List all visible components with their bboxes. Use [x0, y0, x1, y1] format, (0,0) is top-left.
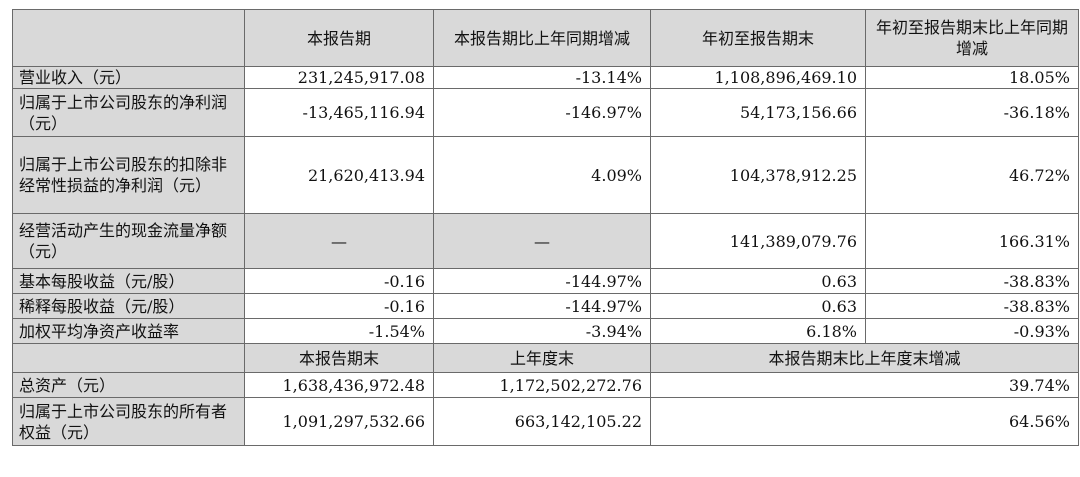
subheader-change: 本报告期末比上年度末增减	[650, 343, 1079, 373]
header-current-period-yoy: 本报告期比上年同期增减	[433, 9, 651, 67]
table-row: 归属于上市公司股东的净利润（元） -13,465,116.94 -146.97%…	[12, 88, 1079, 137]
cell-value: -13,465,116.94	[244, 88, 434, 137]
financial-data-table: 本报告期 本报告期比上年同期增减 年初至报告期末 年初至报告期末比上年同期增减 …	[12, 9, 1079, 446]
subheader-prior-year-end: 上年度末	[433, 343, 651, 373]
cell-value: 4.09%	[433, 136, 651, 214]
cell-value: -36.18%	[865, 88, 1079, 137]
cell-value: 1,172,502,272.76	[433, 372, 651, 398]
cell-value: -13.14%	[433, 66, 651, 89]
cell-value: —	[244, 213, 434, 269]
row-label: 归属于上市公司股东的扣除非经常性损益的净利润（元）	[12, 136, 245, 214]
table-row: 基本每股收益（元/股） -0.16 -144.97% 0.63 -38.83%	[12, 268, 1079, 294]
cell-value: 0.63	[650, 293, 866, 319]
cell-value: 104,378,912.25	[650, 136, 866, 214]
cell-value: 0.63	[650, 268, 866, 294]
cell-value: -0.16	[244, 268, 434, 294]
header-ytd: 年初至报告期末	[650, 9, 866, 67]
row-label: 经营活动产生的现金流量净额（元）	[12, 213, 245, 269]
cell-value: 54,173,156.66	[650, 88, 866, 137]
table-row: 总资产（元） 1,638,436,972.48 1,172,502,272.76…	[12, 372, 1079, 398]
row-label: 加权平均净资产收益率	[12, 318, 245, 344]
table-row: 稀释每股收益（元/股） -0.16 -144.97% 0.63 -38.83%	[12, 293, 1079, 319]
cell-value: -38.83%	[865, 268, 1079, 294]
table-row: 归属于上市公司股东的所有者权益（元） 1,091,297,532.66 663,…	[12, 397, 1079, 446]
cell-value: 231,245,917.08	[244, 66, 434, 89]
table-header-row: 本报告期 本报告期比上年同期增减 年初至报告期末 年初至报告期末比上年同期增减	[12, 9, 1079, 67]
header-current-period: 本报告期	[244, 9, 434, 67]
row-label: 归属于上市公司股东的所有者权益（元）	[12, 397, 245, 446]
cell-value: -3.94%	[433, 318, 651, 344]
subheader-corner-cell	[12, 343, 245, 373]
cell-value: 1,091,297,532.66	[244, 397, 434, 446]
cell-value: —	[433, 213, 651, 269]
cell-value: 166.31%	[865, 213, 1079, 269]
cell-value: -0.93%	[865, 318, 1079, 344]
cell-value: 141,389,079.76	[650, 213, 866, 269]
table-row: 营业收入（元） 231,245,917.08 -13.14% 1,108,896…	[12, 66, 1079, 89]
row-label: 稀释每股收益（元/股）	[12, 293, 245, 319]
cell-value: -38.83%	[865, 293, 1079, 319]
cell-value: 46.72%	[865, 136, 1079, 214]
table-row: 归属于上市公司股东的扣除非经常性损益的净利润（元） 21,620,413.94 …	[12, 136, 1079, 214]
cell-value: 64.56%	[650, 397, 1079, 446]
row-label: 基本每股收益（元/股）	[12, 268, 245, 294]
cell-value: 18.05%	[865, 66, 1079, 89]
cell-value: -146.97%	[433, 88, 651, 137]
subheader-period-end: 本报告期末	[244, 343, 434, 373]
cell-value: 1,638,436,972.48	[244, 372, 434, 398]
table-row: 经营活动产生的现金流量净额（元） — — 141,389,079.76 166.…	[12, 213, 1079, 269]
cell-value: 663,142,105.22	[433, 397, 651, 446]
cell-value: -144.97%	[433, 293, 651, 319]
cell-value: -144.97%	[433, 268, 651, 294]
cell-value: 1,108,896,469.10	[650, 66, 866, 89]
cell-value: -0.16	[244, 293, 434, 319]
cell-value: 21,620,413.94	[244, 136, 434, 214]
row-label: 归属于上市公司股东的净利润（元）	[12, 88, 245, 137]
row-label: 总资产（元）	[12, 372, 245, 398]
table-subheader-row: 本报告期末 上年度末 本报告期末比上年度末增减	[12, 343, 1079, 373]
header-corner-cell	[12, 9, 245, 67]
row-label: 营业收入（元）	[12, 66, 245, 89]
cell-value: 39.74%	[650, 372, 1079, 398]
cell-value: -1.54%	[244, 318, 434, 344]
table-row: 加权平均净资产收益率 -1.54% -3.94% 6.18% -0.93%	[12, 318, 1079, 344]
header-ytd-yoy: 年初至报告期末比上年同期增减	[865, 9, 1079, 67]
cell-value: 6.18%	[650, 318, 866, 344]
